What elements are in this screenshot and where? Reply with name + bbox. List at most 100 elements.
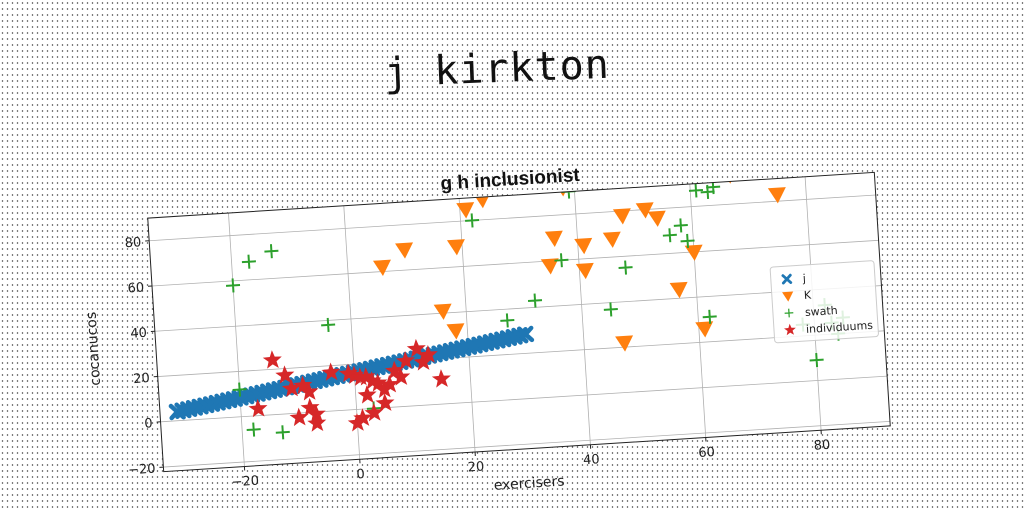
point-k	[593, 172, 612, 188]
point-swath	[702, 309, 717, 324]
point-individuums	[364, 402, 384, 422]
point-swath	[246, 422, 261, 437]
grid-line-x	[689, 183, 707, 438]
point-swath	[232, 382, 247, 397]
point-k	[647, 210, 666, 227]
point-individuums	[275, 365, 295, 384]
y-tick-label: −20	[128, 462, 156, 479]
point-individuums	[375, 393, 395, 412]
grid-line-y	[160, 375, 888, 423]
point-individuums	[306, 404, 326, 423]
point-k	[575, 262, 594, 280]
point-k	[456, 202, 475, 219]
point-k	[574, 237, 593, 255]
point-swath	[275, 425, 290, 440]
point-k	[635, 202, 654, 219]
point-k	[602, 231, 621, 248]
point-swath	[321, 317, 336, 332]
chart-title: g h inclusionist	[440, 165, 581, 195]
point-swath	[500, 313, 515, 328]
legend-marker-swath	[784, 308, 794, 318]
point-individuums	[347, 413, 367, 432]
grid-line-y	[157, 330, 885, 377]
point-individuums	[413, 352, 433, 371]
point-swath	[241, 254, 256, 269]
point-individuums	[281, 378, 301, 398]
data-points	[168, 144, 850, 440]
point-swath	[618, 260, 633, 275]
y-tick-label: 0	[144, 416, 153, 431]
legend-label-k: K	[803, 289, 812, 302]
legend-marker-individuums	[784, 323, 796, 336]
x-tick-label: −20	[231, 474, 259, 491]
grid-line-x	[228, 213, 245, 467]
point-swath	[662, 228, 677, 243]
plot-frame	[147, 171, 891, 473]
point-swath	[673, 218, 688, 233]
point-individuums	[321, 362, 341, 381]
point-swath	[700, 184, 715, 200]
point-individuums	[380, 374, 400, 394]
point-individuums	[431, 369, 451, 388]
point-individuums	[374, 379, 394, 398]
point-individuums	[395, 350, 415, 370]
point-individuums	[418, 344, 438, 364]
page-title: j kirkton	[383, 42, 610, 97]
point-individuums	[262, 350, 282, 369]
x-tick-label: 20	[467, 459, 484, 475]
y-tick-label: 80	[124, 235, 141, 251]
point-swath	[680, 233, 695, 249]
point-individuums	[357, 385, 377, 404]
point-k	[684, 244, 703, 261]
y-tick-label: 40	[130, 326, 147, 342]
y-tick-label: 20	[133, 371, 150, 387]
legend-label-swath: swath	[805, 304, 839, 319]
point-swath	[554, 253, 569, 268]
point-j	[516, 325, 535, 343]
grid-line-x	[574, 191, 591, 445]
point-swath	[465, 213, 480, 228]
point-individuums	[353, 408, 373, 427]
y-tick-label: 60	[127, 281, 144, 297]
point-k	[767, 187, 786, 204]
point-swath	[527, 293, 543, 308]
x-tick-label: 40	[583, 452, 600, 468]
point-k	[372, 259, 391, 276]
grid-line-y	[149, 194, 876, 242]
legend-box	[769, 260, 879, 344]
point-k	[615, 335, 634, 352]
point-k	[540, 258, 559, 275]
point-swath	[809, 353, 824, 368]
point-k	[612, 208, 631, 225]
point-k	[446, 323, 465, 340]
point-swath	[264, 244, 279, 259]
point-k	[433, 303, 452, 320]
x-tick-label: 0	[356, 467, 365, 482]
point-individuums	[289, 407, 309, 427]
legend-marker-k	[782, 291, 794, 302]
point-individuums	[248, 398, 268, 418]
point-k	[695, 321, 714, 338]
point-k	[544, 230, 563, 247]
point-swath	[796, 144, 811, 159]
scatter-chart: g h inclusionist −20 0 20 40 60 80 −20 0 20 40 60 80…	[84, 144, 891, 494]
grid-line-y	[151, 239, 879, 287]
legend-label-individuums: individuums	[806, 319, 874, 336]
point-individuums	[385, 360, 405, 380]
point-swath	[688, 183, 704, 198]
x-tick-label: 60	[698, 445, 715, 461]
point-k	[446, 239, 465, 256]
plot-area	[147, 172, 891, 472]
point-swath	[603, 302, 618, 317]
point-k	[395, 242, 414, 259]
point-k	[669, 281, 688, 299]
x-axis-label: exercisers	[493, 473, 565, 493]
grid-line-y	[163, 420, 890, 468]
point-swath	[704, 172, 720, 177]
x-tick-label: 80	[813, 438, 830, 454]
legend-label-j: j	[801, 272, 806, 285]
grid-line-y	[154, 285, 882, 332]
point-individuums	[307, 413, 327, 432]
